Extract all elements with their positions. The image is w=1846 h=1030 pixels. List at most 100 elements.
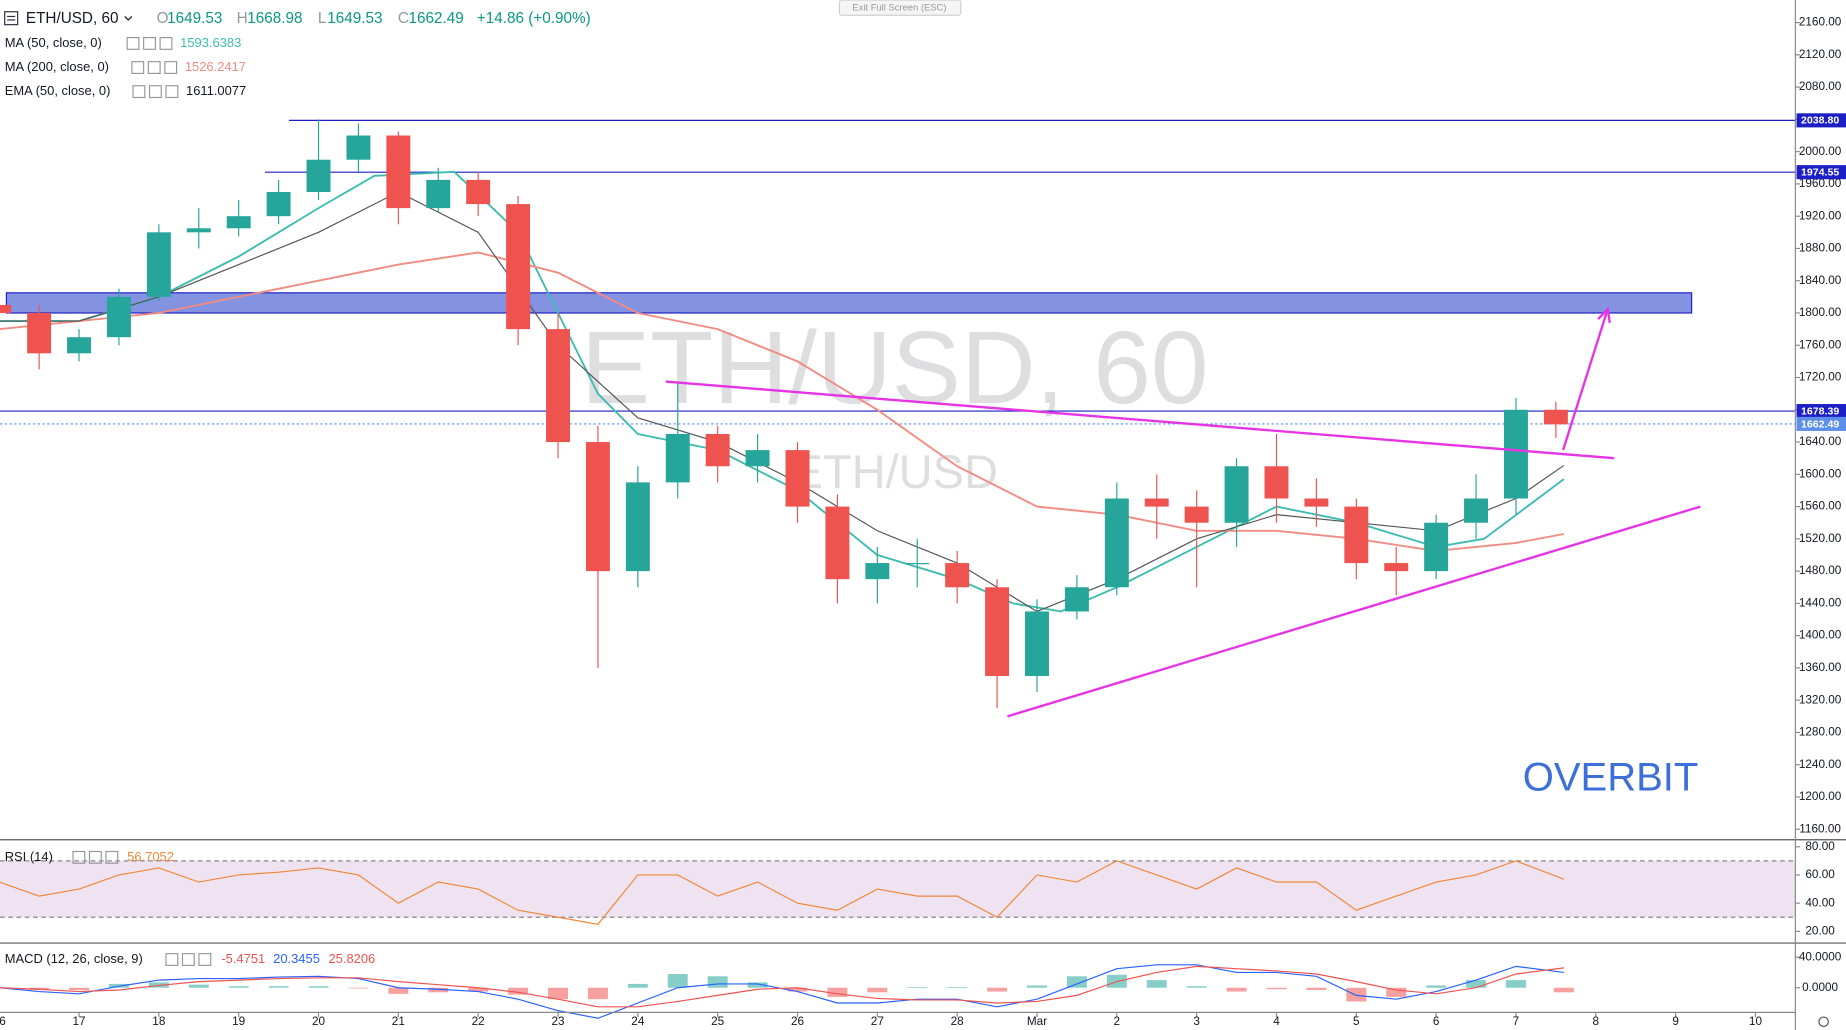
trendline bbox=[665, 380, 1615, 460]
candle-body bbox=[665, 433, 690, 483]
candle-body bbox=[785, 450, 810, 507]
price-badge-label: 1678.39 bbox=[1801, 405, 1839, 417]
indicator-button[interactable] bbox=[198, 953, 212, 966]
price-badge bbox=[1796, 113, 1846, 128]
x-tick-label: 10 bbox=[1749, 1015, 1763, 1028]
candle-body bbox=[705, 433, 730, 467]
y-tick-label: 1960.00 bbox=[1799, 177, 1842, 190]
indicator-button[interactable] bbox=[105, 850, 119, 864]
settings-icon[interactable] bbox=[1818, 1016, 1829, 1028]
indicator-button[interactable] bbox=[132, 85, 146, 99]
indicator-button[interactable] bbox=[164, 61, 178, 74]
macd-line bbox=[0, 965, 1564, 1008]
macd-histogram-bar bbox=[188, 984, 209, 988]
x-tick-label: 22 bbox=[472, 1015, 485, 1028]
candle-body bbox=[186, 228, 211, 233]
indicator-name[interactable]: MACD (12, 26, close, 9) bbox=[5, 951, 143, 966]
ohlc-value: 1668.98 bbox=[247, 10, 302, 27]
candle-body bbox=[585, 442, 610, 572]
candle-body bbox=[825, 506, 850, 580]
y-tick-label: 1400.00 bbox=[1799, 629, 1842, 642]
x-tick-label: 2 bbox=[1114, 1015, 1121, 1028]
macd-histogram-bar bbox=[428, 987, 449, 993]
y-tick-label: 2080.00 bbox=[1799, 80, 1842, 93]
macd-histogram-bar bbox=[1226, 987, 1247, 992]
indicator-button[interactable] bbox=[88, 850, 102, 864]
x-tick-label: 25 bbox=[711, 1015, 725, 1028]
x-tick-label: 4 bbox=[1273, 1015, 1280, 1028]
indicator-button[interactable] bbox=[181, 953, 195, 966]
candle-body bbox=[1384, 563, 1409, 572]
y-tick-label: 1280.00 bbox=[1799, 726, 1842, 739]
y-tick-label: 1760.00 bbox=[1799, 338, 1842, 351]
macd-histogram-bar bbox=[747, 982, 768, 988]
y-tick-label: 1640.00 bbox=[1799, 435, 1842, 448]
indicator-button[interactable] bbox=[72, 850, 86, 864]
macd-histogram-bar bbox=[468, 987, 489, 992]
candle-body bbox=[625, 482, 650, 572]
y-tick-label: 80.00 bbox=[1805, 840, 1835, 853]
rsi-line bbox=[0, 860, 1565, 925]
indicator-name[interactable]: MA (200, close, 0) bbox=[5, 59, 109, 74]
indicator-name[interactable]: EMA (50, close, 0) bbox=[5, 83, 111, 98]
candle-body bbox=[1424, 522, 1449, 572]
macd-histogram-bar bbox=[1266, 987, 1287, 990]
indicator-value: 1611.0077 bbox=[186, 83, 246, 98]
indicator-name[interactable]: MA (50, close, 0) bbox=[5, 35, 102, 50]
indicator-button[interactable] bbox=[147, 61, 161, 74]
axis-layer: 2160.002120.002080.002040.002000.001960.… bbox=[0, 16, 1846, 1028]
candle-body bbox=[1543, 409, 1568, 425]
macd-histogram-bar bbox=[1426, 985, 1447, 988]
candle-body bbox=[146, 232, 171, 297]
ohlc-key: L bbox=[318, 10, 327, 27]
macd-histogram-bar bbox=[707, 976, 728, 988]
candle-body bbox=[506, 204, 531, 330]
indicator-button[interactable] bbox=[126, 36, 140, 50]
symbol-title[interactable]: ETH/USD, 60 bbox=[26, 10, 119, 27]
macd-histogram-bar bbox=[1466, 980, 1487, 988]
x-tick-label: 5 bbox=[1353, 1015, 1360, 1028]
candle-body bbox=[426, 179, 451, 209]
macd-histogram-bar bbox=[508, 987, 529, 995]
dropdown-caret[interactable] bbox=[124, 16, 133, 21]
indicator-button[interactable] bbox=[165, 953, 179, 966]
y-tick-label: 1320.00 bbox=[1799, 693, 1842, 706]
indicator-name[interactable]: RSI (14) bbox=[5, 849, 53, 864]
candle-body bbox=[226, 216, 251, 229]
macd-histogram-bar bbox=[1306, 987, 1327, 991]
indicator-button[interactable] bbox=[131, 61, 145, 74]
candle-body bbox=[1064, 587, 1089, 612]
macd-histogram-bar bbox=[348, 987, 369, 989]
ohlc-key: H bbox=[237, 10, 248, 27]
symbol-icon[interactable] bbox=[4, 11, 19, 26]
indicator-button[interactable] bbox=[148, 85, 162, 99]
y-tick-label: 2120.00 bbox=[1799, 48, 1842, 61]
x-tick-label: 7 bbox=[1513, 1015, 1520, 1028]
candle-body bbox=[945, 563, 970, 588]
macd-histogram-bar bbox=[308, 986, 329, 988]
y-tick-label: 1520.00 bbox=[1799, 532, 1842, 545]
macd-histogram-bar bbox=[587, 987, 608, 1000]
macd-histogram-bar bbox=[1386, 987, 1407, 997]
exit-fullscreen-button[interactable] bbox=[838, 0, 962, 16]
indicator-button[interactable] bbox=[143, 36, 156, 50]
indicator-button[interactable] bbox=[165, 85, 179, 99]
arrow-head bbox=[1597, 306, 1611, 324]
y-tick-label: 60.00 bbox=[1805, 868, 1835, 881]
y-tick-label: 1600.00 bbox=[1799, 467, 1842, 480]
macd-histogram-bar bbox=[907, 986, 928, 988]
indicator-button[interactable] bbox=[159, 36, 173, 50]
indicator-value: 20.3455 bbox=[273, 951, 320, 966]
x-tick-label: 17 bbox=[72, 1015, 85, 1028]
macd-histogram-bar bbox=[627, 983, 648, 988]
candle-body bbox=[865, 563, 890, 580]
exit-fullscreen-label[interactable]: Exit Full Screen (ESC) bbox=[852, 2, 946, 13]
x-tick-label: 19 bbox=[232, 1015, 245, 1028]
watermark-sub: ETH/USD bbox=[791, 445, 998, 498]
legend-layer: MA (50, close, 0) 1593.6383 MA (200, close… bbox=[5, 35, 375, 966]
price-badge bbox=[1796, 416, 1846, 431]
annotation: OVERBIT bbox=[1523, 755, 1699, 799]
background-layer: ETH/USD, 60 ETH/USD bbox=[0, 292, 1796, 918]
